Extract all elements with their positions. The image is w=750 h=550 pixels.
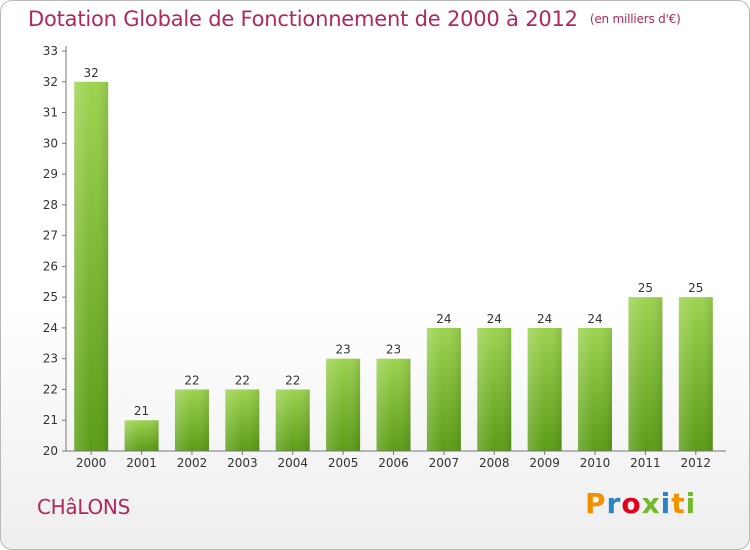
bar-shade [225, 389, 260, 451]
data-label: 21 [134, 404, 149, 418]
x-tick-label: 2009 [529, 456, 560, 470]
y-tick-label: 20 [43, 444, 58, 458]
logo-letter: i [685, 487, 697, 520]
y-tick-label: 29 [43, 167, 58, 181]
logo-letter: o [621, 487, 642, 520]
x-tick-label: 2012 [681, 456, 712, 470]
bar-shade [628, 297, 663, 451]
bar-shade [74, 81, 109, 452]
bar-shade [578, 327, 613, 451]
y-tick-label: 28 [43, 198, 58, 212]
data-label: 25 [688, 281, 703, 295]
axes-group: 2000 2001 2002 2003 2004 2005 2006 2007 2008 2009… [43, 44, 726, 470]
x-tick-label: 2010 [580, 456, 611, 470]
data-label: 32 [84, 66, 99, 80]
x-tick-label: 2007 [429, 456, 460, 470]
logo-letter: r [606, 487, 622, 520]
y-tick-label: 31 [43, 106, 58, 120]
commune-name: CHâLONS [37, 495, 130, 519]
y-tick-label: 22 [43, 382, 58, 396]
bar-shade [678, 297, 713, 451]
x-tick-label: 2002 [177, 456, 208, 470]
data-label: 23 [335, 343, 350, 357]
logo-letter: P [585, 487, 607, 520]
bar-shade [275, 389, 310, 451]
y-tick-label: 23 [43, 352, 58, 366]
x-tick-label: 2003 [227, 456, 258, 470]
chart-title: Dotation Globale de Fonctionnement de 20… [28, 7, 681, 31]
y-tick-label: 33 [43, 44, 58, 58]
data-label: 24 [587, 312, 602, 326]
data-label: 25 [638, 281, 653, 295]
logo-letter: t [671, 487, 686, 520]
bar-shade [527, 327, 562, 451]
bar-shade [174, 389, 209, 451]
bars-group: 32 21 22 22 22 23 23 24 24 24 24 25 25 [74, 66, 713, 452]
x-tick-label: 2004 [277, 456, 308, 470]
y-tick-label: 27 [43, 229, 58, 243]
data-label: 22 [235, 373, 250, 387]
bar-shade [376, 358, 411, 451]
bar-shade [124, 420, 159, 451]
y-tick-label: 32 [43, 75, 58, 89]
chart-unit: (en milliers d'€) [589, 12, 681, 26]
data-label: 24 [487, 312, 502, 326]
y-tick-label: 26 [43, 259, 58, 273]
data-label: 24 [436, 312, 451, 326]
data-label: 22 [184, 373, 199, 387]
x-tick-label: 2000 [76, 456, 107, 470]
bar-shade [326, 358, 361, 451]
logo-letter: x [641, 487, 661, 520]
x-tick-label: 2001 [126, 456, 157, 470]
y-tick-label: 24 [43, 321, 58, 335]
x-tick-label: 2006 [378, 456, 409, 470]
data-label: 24 [537, 312, 552, 326]
y-tick-label: 21 [43, 413, 58, 427]
y-tick-label: 30 [43, 136, 58, 150]
data-label: 23 [386, 343, 401, 357]
data-label: 22 [285, 373, 300, 387]
x-tick-label: 2008 [479, 456, 510, 470]
logo-letter: i [660, 487, 672, 520]
bar-shade [426, 327, 461, 451]
y-tick-label: 25 [43, 290, 58, 304]
bar-shade [477, 327, 512, 451]
chart-title-text: Dotation Globale de Fonctionnement de 20… [28, 7, 578, 31]
x-tick-label: 2011 [630, 456, 661, 470]
x-tick-label: 2005 [328, 456, 359, 470]
proxiti-logo[interactable]: Proxiti [585, 487, 696, 520]
